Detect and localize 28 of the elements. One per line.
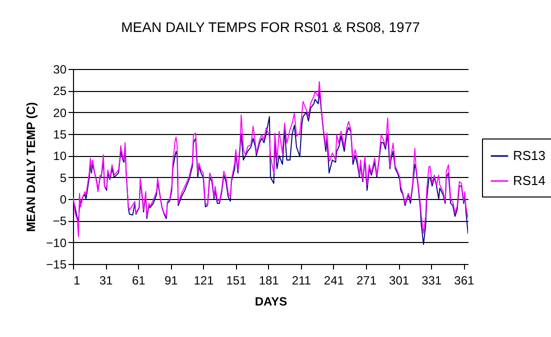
y-tick-label: −5 <box>52 214 67 228</box>
legend-label: RS13 <box>513 148 546 163</box>
y-tick-label: 0 <box>60 192 67 206</box>
y-tick-label: 5 <box>60 170 67 185</box>
y-tick-label: 15 <box>53 128 67 142</box>
x-tick-label: 61 <box>132 274 146 288</box>
x-tick-label: 91 <box>164 274 178 288</box>
x-tick-label: 241 <box>324 274 344 288</box>
y-tick-label: 20 <box>53 106 67 120</box>
x-tick-label: 211 <box>292 274 312 288</box>
x-tick-label: 361 <box>454 274 474 288</box>
x-tick-label: 1 <box>74 274 80 288</box>
legend-label: RS14 <box>513 173 546 188</box>
y-tick-label: −15 <box>46 258 67 272</box>
x-tick-label: 151 <box>226 274 247 288</box>
y-tick-label: 10 <box>53 149 67 164</box>
x-tick-label: 331 <box>422 274 442 288</box>
x-axis-title: DAYS <box>254 294 288 308</box>
x-tick-label: 271 <box>356 274 377 288</box>
y-tick-label: 30 <box>53 62 67 76</box>
y-axis-title: MEAN DAILY TEMP (C) <box>24 102 38 232</box>
y-tick-label: 25 <box>53 84 67 98</box>
x-tick-label: 301 <box>389 274 410 288</box>
chart-title: MEAN DAILY TEMPS FOR RS01 & RS08, 1977 <box>121 19 420 35</box>
x-tick-label: 121 <box>194 274 214 288</box>
x-tick-label: 31 <box>99 274 114 288</box>
x-tick-label: 181 <box>258 274 280 288</box>
y-tick-label: −10 <box>46 236 67 250</box>
